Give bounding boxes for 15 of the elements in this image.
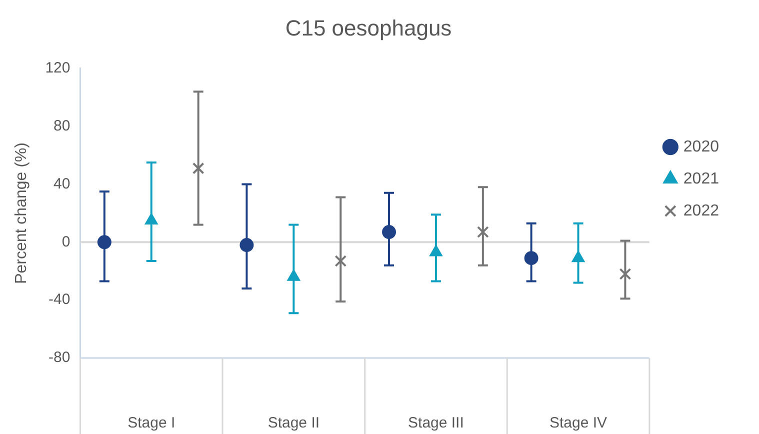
x-tick-label: Stage IV (549, 414, 608, 432)
y-tick-label: 40 (54, 175, 70, 192)
x-tick-label: Stage I (128, 414, 176, 432)
y-axis-title: Percent change (%) (13, 142, 30, 284)
chart-title: C15 oesophagus (285, 15, 452, 40)
y-tick-label: 80 (54, 117, 70, 134)
x-tick-label: Stage II (268, 414, 320, 432)
x-tick-label: Stage III (408, 414, 464, 432)
legend-label: 2022 (683, 202, 720, 220)
legend-label: 2021 (683, 170, 720, 188)
y-tick-label: 0 (62, 233, 70, 250)
y-tick-label: -40 (48, 291, 70, 308)
y-tick-label: -80 (48, 349, 70, 366)
y-tick-label: 120 (45, 60, 70, 77)
legend-label: 2020 (683, 138, 720, 156)
